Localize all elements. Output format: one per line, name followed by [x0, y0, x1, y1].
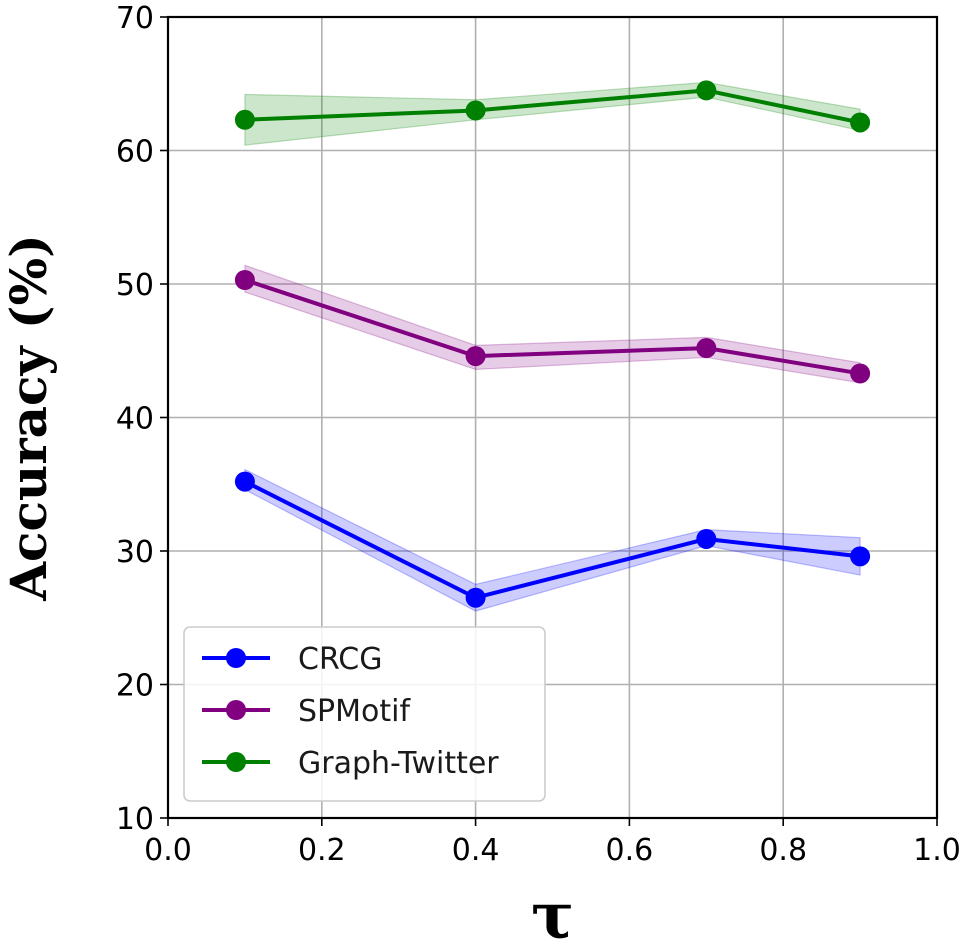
x-tick-label: 0.2 [298, 833, 346, 868]
graph-twitter-point [465, 100, 486, 121]
crcg-point [234, 471, 255, 492]
legend-frame [183, 626, 546, 802]
x-tick-label: 1.0 [913, 833, 961, 868]
legend-crcg-marker [226, 648, 246, 668]
crcg-line [244, 479, 861, 600]
y-tick-label: 50 [116, 268, 154, 303]
legend-label-spmotif: SPMotif [298, 694, 411, 729]
legend: CRCG SPMotif Graph-Twitter [183, 626, 546, 802]
x-tick-label: 0.4 [452, 833, 500, 868]
x-tick-label: 0.6 [606, 833, 654, 868]
legend-label-crcg: CRCG [298, 642, 383, 677]
spmotif-line [244, 278, 861, 376]
y-tick-label: 70 [116, 1, 154, 36]
x-tick-label: 0.0 [144, 833, 192, 868]
crcg-band [244, 468, 861, 612]
legend-spmotif-marker [226, 700, 246, 720]
y-tick-label: 60 [116, 135, 154, 170]
legend-label-graph-twitter: Graph-Twitter [298, 746, 499, 781]
legend-graph-twitter-marker [226, 752, 246, 772]
axis-ticks: 0.0 0.2 0.4 0.6 0.8 1.0 10 20 30 40 50 60 70 [116, 1, 961, 868]
x-tick-label: 0.8 [759, 833, 807, 868]
crcg-point [696, 528, 717, 549]
y-axis-label: Accuracy (%) [0, 234, 58, 602]
crcg-point [465, 587, 486, 608]
graph-twitter-point [696, 80, 717, 101]
graph-twitter-line [244, 88, 861, 125]
graph-twitter-point [850, 112, 871, 133]
series-lines [244, 88, 861, 600]
spmotif-point [696, 338, 717, 359]
crcg-point [850, 546, 871, 567]
y-tick-label: 40 [116, 402, 154, 437]
y-tick-label: 30 [116, 535, 154, 570]
series-markers [234, 80, 871, 608]
y-tick-label: 20 [116, 669, 154, 704]
x-axis-label: τ [531, 879, 574, 947]
graph-twitter-point [234, 109, 255, 130]
spmotif-point [465, 346, 486, 367]
y-tick-label: 10 [116, 802, 154, 837]
spmotif-point [850, 363, 871, 384]
spmotif-point [234, 269, 255, 290]
